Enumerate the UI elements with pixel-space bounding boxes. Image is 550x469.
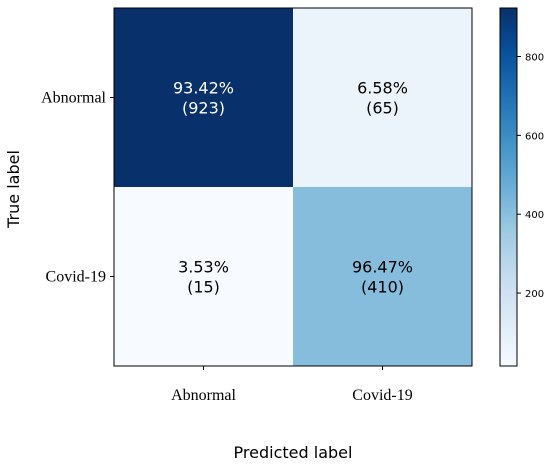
y-tick-label: Covid-19 (46, 269, 106, 286)
x-tick-label: Abnormal (171, 387, 236, 404)
x-tick-labels: Abnormal Covid-19 (171, 366, 413, 404)
cell-percent-label: 93.42% (173, 79, 234, 98)
colorbar-ticks: 200 400 600 800 (517, 52, 544, 300)
colorbar-gradient (499, 7, 518, 367)
colorbar-tick-label: 800 (525, 52, 544, 63)
cell-count-label: (923) (182, 99, 225, 118)
matrix-cells: 93.42%(923) 6.58%(65) 3.53%(15) 96.47%(410) (114, 8, 472, 366)
cell-count-label: (15) (187, 278, 220, 297)
colorbar-tick-label: 400 (525, 210, 544, 221)
matrix-cell (114, 8, 293, 187)
y-tick-labels: Abnormal Covid-19 (41, 90, 114, 286)
matrix-cell (293, 187, 472, 366)
colorbar (499, 7, 518, 367)
cell-count-label: (410) (361, 278, 404, 297)
y-axis-label: True label (4, 150, 23, 229)
cell-percent-label: 6.58% (357, 79, 408, 98)
matrix-cell (293, 8, 472, 187)
cell-percent-label: 96.47% (352, 258, 413, 277)
x-axis-label: Predicted label (234, 443, 353, 462)
colorbar-tick-label: 200 (525, 289, 544, 300)
y-tick-label: Abnormal (41, 90, 106, 107)
colorbar-tick-label: 600 (525, 131, 544, 142)
cell-count-label: (65) (366, 99, 399, 118)
matrix-cell (114, 187, 293, 366)
cell-percent-label: 3.53% (178, 258, 229, 277)
plot-frame (113, 7, 473, 367)
x-tick-label: Covid-19 (352, 387, 412, 404)
